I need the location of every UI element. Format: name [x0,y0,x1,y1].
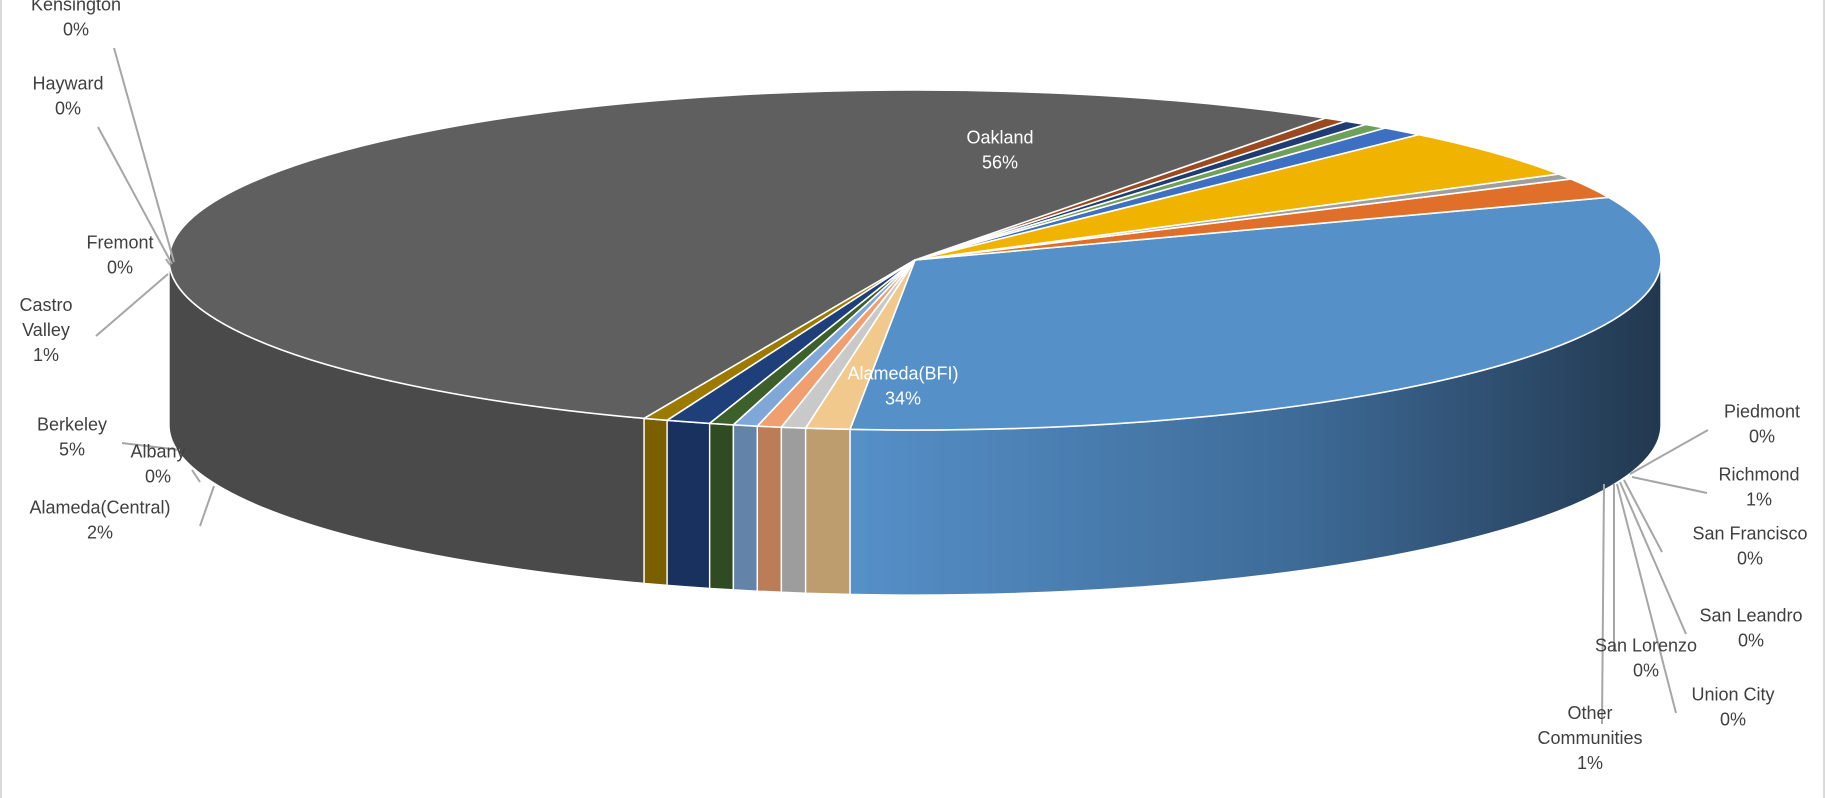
data-label-castro-valley: Castro Valley 1% [19,295,72,365]
data-label-piedmont: Piedmont 0% [1724,402,1800,447]
slice-side-union-city [780,426,807,594]
data-label-union-city: Union City 0% [1691,685,1774,730]
slice-berkeley [914,133,1560,261]
data-label-alameda-central: Alameda(Central) 2% [29,498,170,543]
data-label-san-francisco: San Francisco 0% [1692,524,1807,569]
data-label-richmond: Richmond 1% [1718,465,1799,510]
leader-line-fremont [165,258,171,266]
leader-line-castro-valley [95,273,169,337]
slice-side-san-lorenzo [756,425,783,593]
leader-line-albany [191,469,201,483]
data-label-fremont: Fremont 0% [86,233,153,278]
pie-side-walls [168,259,1662,596]
data-label-hayward: Hayward 0% [32,74,103,119]
slice-other-communities [804,259,916,431]
leader-line-san-francisco [1623,479,1663,553]
leader-line-kensington [113,47,175,263]
data-label-oakland: Oakland 56% [966,128,1033,173]
data-label-san-leandro: San Leandro 0% [1699,606,1802,651]
leader-line-berkeley [121,442,181,451]
data-label-other-communities: Other Communities 1% [1537,703,1642,773]
slice-side-san-leandro [732,424,759,592]
leader-line-richmond [1631,476,1708,494]
leader-line-alameda-central [199,485,215,527]
pie-top-faces [168,89,1662,431]
data-label-san-lorenzo: San Lorenzo 0% [1595,636,1697,681]
leader-line-san-leandro [1619,481,1687,635]
slice-side-other-communities [804,427,851,596]
leader-line-other-communities [1601,483,1605,725]
slice-oakland [168,89,1327,420]
leader-line-piedmont [1629,429,1709,475]
leader-line-hayward [97,126,173,265]
slice-alameda-bfi [849,196,1662,431]
slice-side-san-francisco [708,422,735,591]
leader-lines [95,47,1709,725]
data-label-kensington: Kensington 0% [31,0,121,40]
slice-side-richmond [666,419,711,590]
data-label-berkeley: Berkeley 5% [37,415,107,460]
data-label-alameda-bfi: Alameda(BFI) 34% [847,364,958,409]
data-label-albany: Albany 0% [130,442,185,487]
slice-side-piedmont [643,417,668,587]
data-labels: Alameda(BFI) 34% Alameda(Central) 2% Albany 0… [19,0,1807,773]
leader-line-union-city [1616,483,1677,714]
